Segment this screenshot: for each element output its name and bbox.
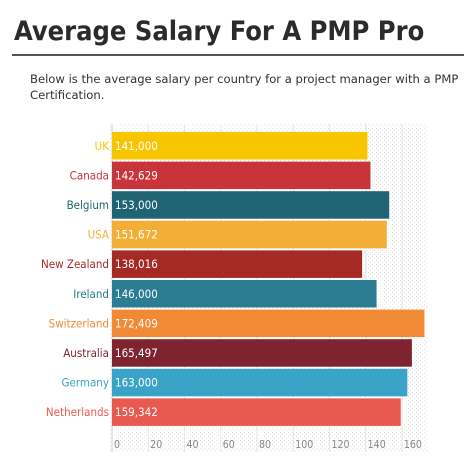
page-title: Average Salary For A PMP Pro <box>14 16 425 47</box>
x-tick-label: 120 <box>331 439 349 451</box>
value-label: 159,342 <box>115 405 158 419</box>
bar-belgium <box>112 191 390 219</box>
bar-switzerland <box>112 309 425 338</box>
bar-new-zealand <box>112 250 363 278</box>
category-label: Australia <box>63 346 109 360</box>
bar-australia <box>112 339 412 367</box>
value-label: 153,000 <box>115 198 158 212</box>
x-tick-label: 100 <box>295 439 313 451</box>
value-label: 141,000 <box>115 139 158 153</box>
category-label: Belgium <box>67 198 109 212</box>
category-label: Canada <box>70 168 109 182</box>
category-label: New Zealand <box>41 257 109 271</box>
category-label: Ireland <box>73 287 109 301</box>
bar-uk <box>112 132 368 160</box>
x-tick-label: 160 <box>404 439 422 451</box>
value-label: 138,016 <box>115 257 158 271</box>
bar-ireland <box>112 280 377 308</box>
category-label: UK <box>95 139 110 153</box>
title-divider <box>12 54 464 56</box>
bar-canada <box>112 161 371 190</box>
x-tick-label: 40 <box>186 439 198 451</box>
value-label: 165,497 <box>115 346 158 360</box>
x-tick-label: 140 <box>368 439 386 451</box>
bar-usa <box>112 220 387 249</box>
category-label: Switzerland <box>49 316 109 330</box>
category-label: Netherlands <box>46 405 109 419</box>
bar-germany <box>112 368 408 397</box>
x-tick-label: 0 <box>114 439 120 451</box>
bar-netherlands <box>112 398 401 426</box>
category-label: USA <box>88 228 109 242</box>
x-tick-label: 60 <box>223 439 235 451</box>
category-label: Germany <box>61 376 109 390</box>
page-subtitle: Below is the average salary per country … <box>30 72 459 102</box>
x-tick-label: 80 <box>259 439 271 451</box>
value-label: 163,000 <box>115 376 158 390</box>
value-label: 142,629 <box>115 168 158 182</box>
x-tick-label: 20 <box>150 439 162 451</box>
value-label: 151,672 <box>115 228 158 242</box>
value-label: 146,000 <box>115 287 158 301</box>
value-label: 172,409 <box>115 316 158 330</box>
